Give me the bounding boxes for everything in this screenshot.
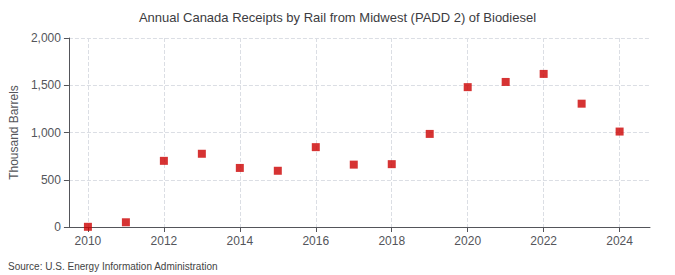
svg-text:0: 0 — [54, 220, 61, 234]
svg-text:2016: 2016 — [302, 234, 329, 248]
svg-text:2012: 2012 — [151, 234, 178, 248]
svg-text:2022: 2022 — [530, 234, 557, 248]
svg-text:Annual Canada Receipts by Rail: Annual Canada Receipts by Rail from Midw… — [139, 10, 536, 25]
svg-text:Thousand Barrels: Thousand Barrels — [7, 85, 21, 180]
svg-text:Source: U.S. Energy Informatio: Source: U.S. Energy Information Administ… — [8, 261, 218, 272]
svg-text:2014: 2014 — [226, 234, 253, 248]
svg-text:2010: 2010 — [75, 234, 102, 248]
svg-text:2024: 2024 — [606, 234, 633, 248]
svg-text:2,000: 2,000 — [31, 31, 61, 45]
svg-text:2018: 2018 — [378, 234, 405, 248]
svg-text:2020: 2020 — [454, 234, 481, 248]
svg-text:1,500: 1,500 — [31, 78, 61, 92]
svg-text:1,000: 1,000 — [31, 126, 61, 140]
svg-text:500: 500 — [41, 173, 61, 187]
